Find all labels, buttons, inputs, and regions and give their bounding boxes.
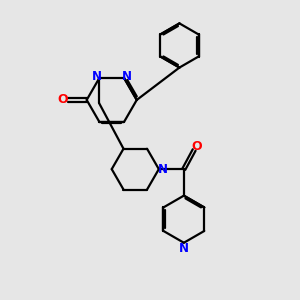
Text: N: N <box>122 70 132 83</box>
Text: O: O <box>191 140 202 153</box>
Text: N: N <box>179 242 189 254</box>
Text: O: O <box>57 93 68 106</box>
Text: N: N <box>92 70 102 83</box>
Text: N: N <box>158 163 168 176</box>
